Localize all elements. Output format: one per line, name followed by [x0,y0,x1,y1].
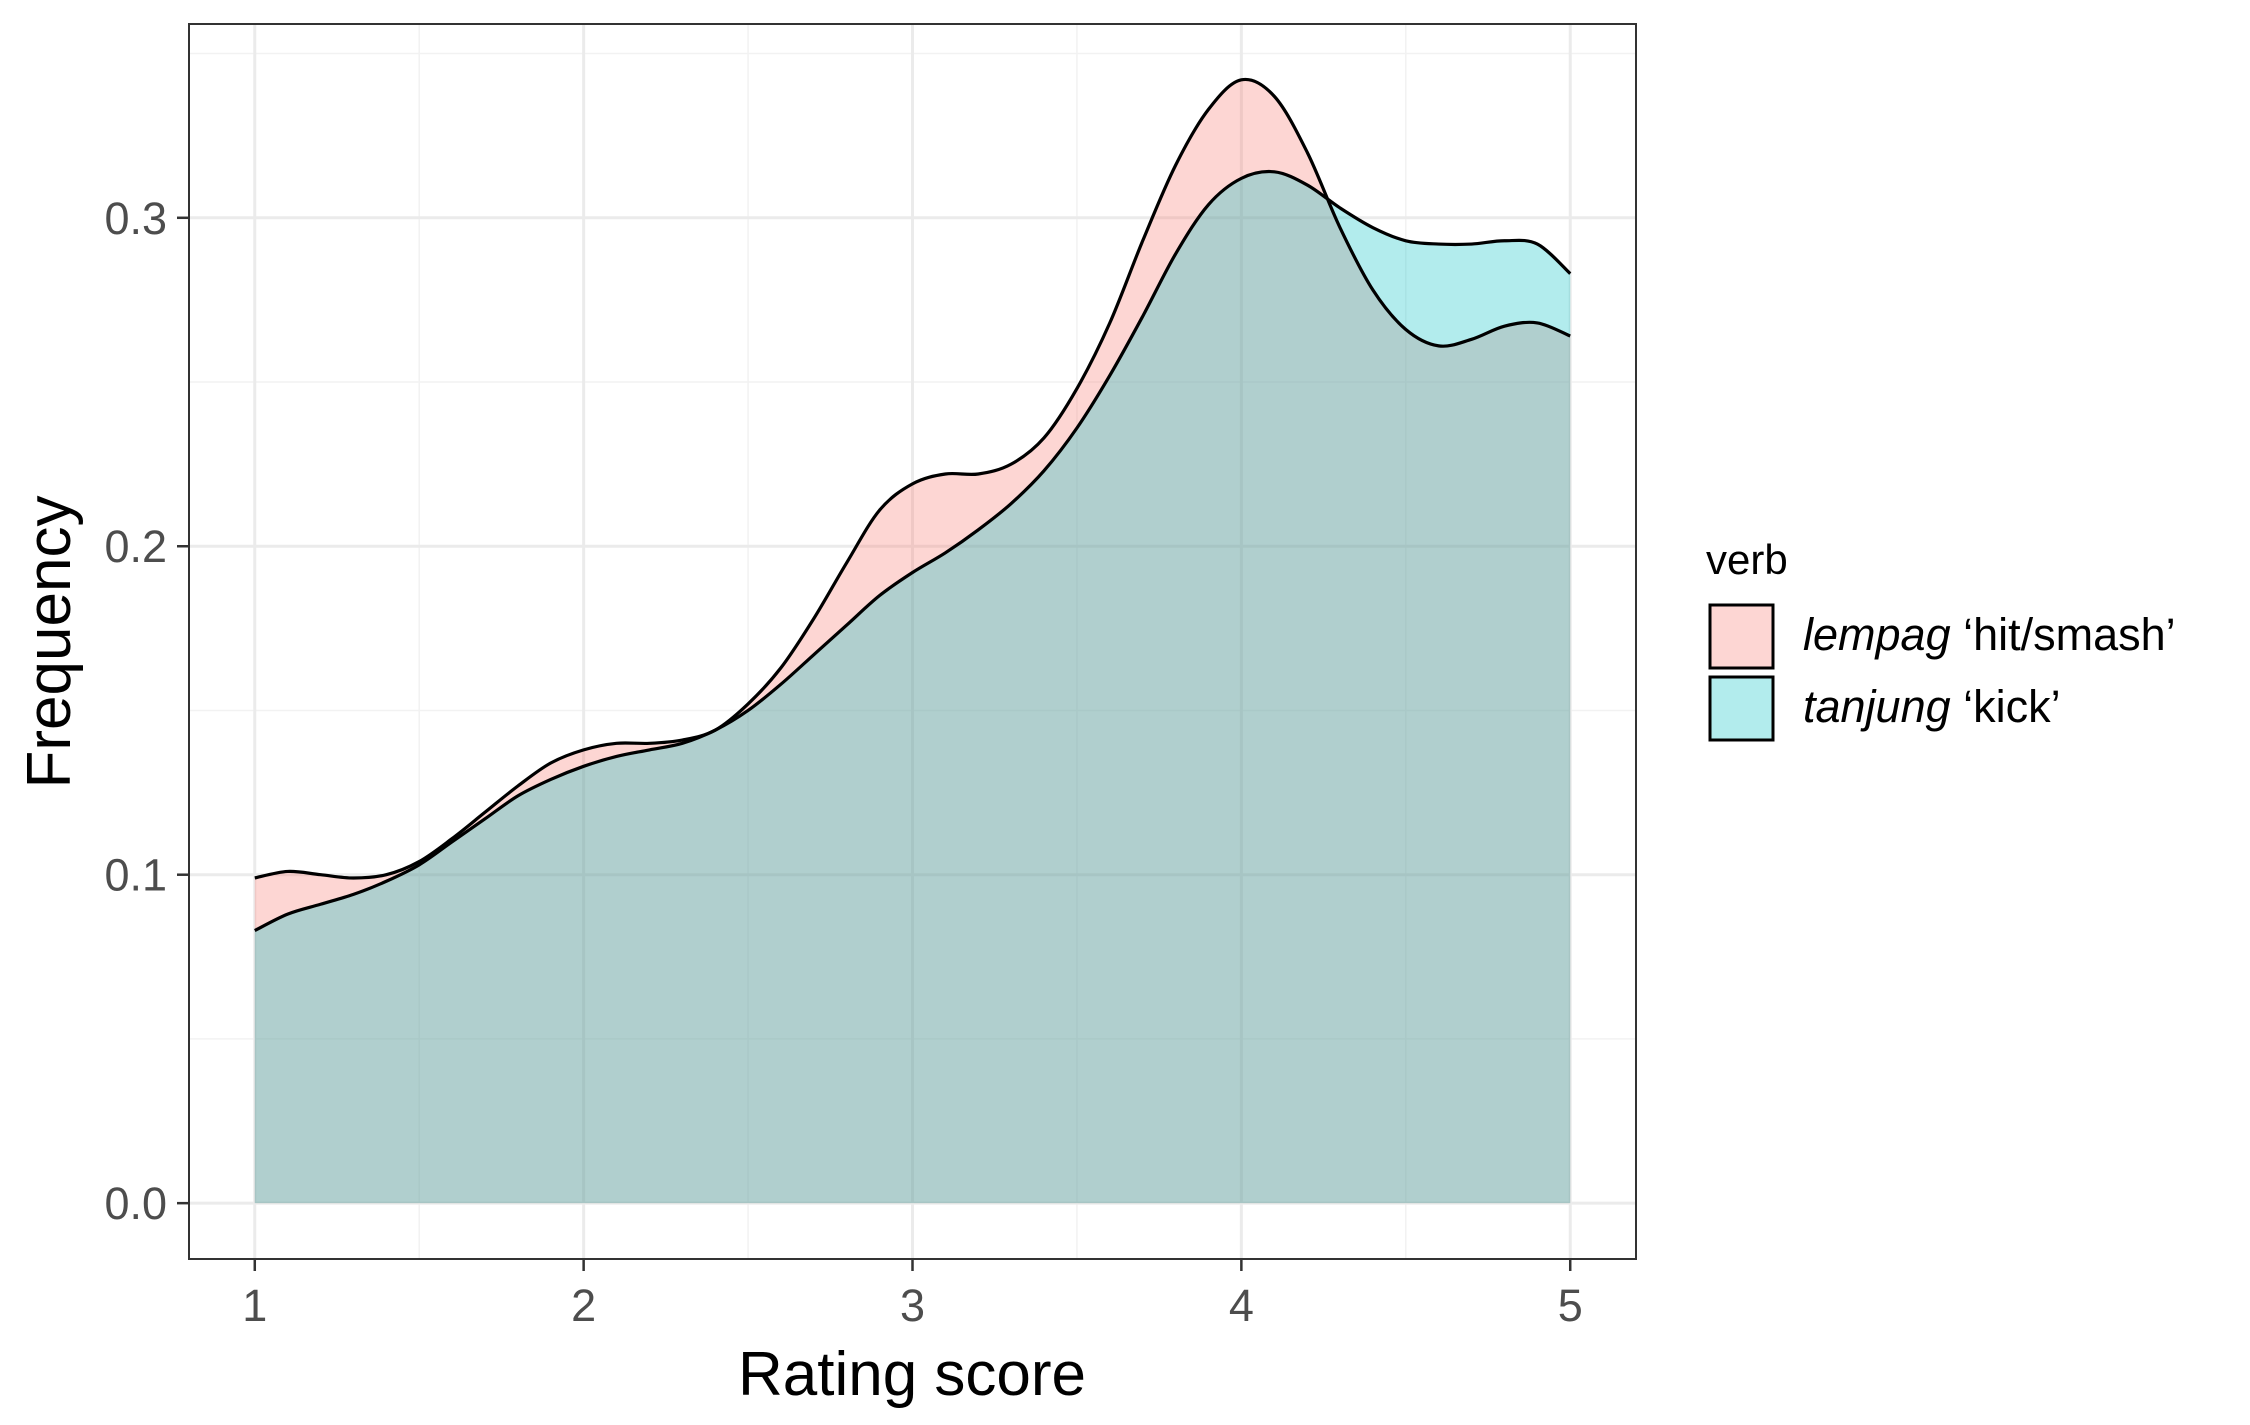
x-tick-label: 3 [900,1280,925,1331]
legend-label: lempag ‘hit/smash’ [1803,609,2176,660]
legend: verb lempag ‘hit/smash’ tanjung ‘kick’ [1706,536,2176,742]
x-tick-label: 4 [1229,1280,1254,1331]
legend-entry-lempag: lempag ‘hit/smash’ [1708,603,2176,670]
y-tick-label: 0.1 [104,850,167,901]
legend-key-swatch [1708,675,1775,742]
legend-label-gloss: ‘kick’ [1951,681,2061,732]
legend-label: tanjung ‘kick’ [1803,681,2061,732]
density-outline-1 [254,169,1572,932]
y-tick-label: 0.0 [104,1178,167,1229]
x-tick-label: 5 [1558,1280,1583,1331]
legend-title: verb [1706,536,1788,583]
legend-entry-tanjung: tanjung ‘kick’ [1708,675,2061,742]
y-tick-label: 0.3 [104,193,167,244]
legend-key-bg [1708,603,1775,670]
legend-label-italic: lempag [1803,609,1951,660]
legend-label-gloss: ‘hit/smash’ [1951,609,2176,660]
x-tick-label: 2 [571,1280,596,1331]
x-tick-label: 1 [242,1280,267,1331]
density-area-0 [254,79,1571,1204]
x-axis-title: Rating score [738,1340,1086,1409]
legend-key-bg [1708,675,1775,742]
x-axis-ticks: 1 2 3 4 5 [242,1259,1583,1331]
y-tick-label: 0.2 [104,521,167,572]
y-axis-ticks: 0.0 0.1 0.2 0.3 [104,193,189,1229]
density-area-1 [254,171,1571,1204]
legend-label-italic: tanjung [1803,681,1951,732]
y-axis-title: Frequency [15,496,84,789]
legend-key-swatch [1708,603,1775,670]
density-outline-0 [254,77,1571,880]
density-areas [254,77,1572,1204]
major-gridlines [189,24,1636,1259]
